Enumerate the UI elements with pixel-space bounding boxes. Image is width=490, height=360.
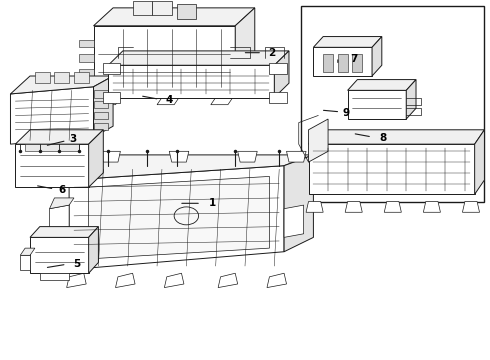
Polygon shape	[309, 130, 485, 144]
Bar	[352, 54, 362, 72]
Polygon shape	[235, 8, 255, 90]
Text: 7: 7	[350, 54, 357, 64]
Polygon shape	[94, 76, 113, 137]
Polygon shape	[35, 72, 49, 83]
Polygon shape	[108, 51, 289, 65]
Polygon shape	[103, 63, 121, 74]
Polygon shape	[314, 47, 372, 76]
Polygon shape	[98, 98, 121, 105]
Polygon shape	[49, 205, 69, 237]
Polygon shape	[463, 202, 480, 212]
Polygon shape	[30, 237, 89, 273]
Polygon shape	[15, 130, 103, 144]
Polygon shape	[89, 176, 270, 259]
Polygon shape	[74, 72, 89, 83]
Bar	[79, 54, 94, 62]
Bar	[79, 40, 94, 47]
Polygon shape	[54, 72, 69, 83]
Bar	[94, 90, 108, 98]
Polygon shape	[238, 151, 257, 162]
Polygon shape	[309, 144, 475, 194]
Polygon shape	[67, 273, 86, 288]
Polygon shape	[152, 1, 171, 15]
Polygon shape	[49, 198, 74, 209]
Polygon shape	[101, 151, 121, 162]
Polygon shape	[69, 166, 284, 270]
Polygon shape	[284, 155, 314, 252]
Polygon shape	[372, 37, 382, 76]
Polygon shape	[69, 155, 314, 180]
Text: 9: 9	[343, 108, 350, 118]
Polygon shape	[10, 87, 94, 144]
Text: 6: 6	[58, 185, 66, 195]
Polygon shape	[384, 202, 401, 212]
Polygon shape	[15, 144, 89, 187]
Text: 4: 4	[166, 95, 173, 105]
Polygon shape	[287, 151, 306, 162]
Polygon shape	[218, 273, 238, 288]
Text: 1: 1	[208, 198, 216, 208]
Polygon shape	[10, 76, 113, 94]
Polygon shape	[89, 226, 98, 273]
Polygon shape	[25, 144, 79, 151]
Bar	[323, 54, 333, 72]
Polygon shape	[270, 63, 287, 74]
Polygon shape	[306, 202, 323, 212]
Polygon shape	[94, 26, 235, 90]
Bar	[94, 112, 108, 119]
Text: 8: 8	[379, 133, 387, 143]
Bar	[94, 123, 108, 130]
Polygon shape	[108, 65, 274, 98]
Polygon shape	[347, 80, 416, 90]
Polygon shape	[274, 51, 289, 98]
Polygon shape	[406, 80, 416, 119]
Polygon shape	[157, 98, 179, 105]
Polygon shape	[314, 37, 382, 47]
Polygon shape	[20, 248, 35, 255]
Polygon shape	[116, 273, 135, 288]
Bar	[338, 54, 347, 72]
Polygon shape	[270, 92, 287, 103]
Polygon shape	[211, 98, 233, 105]
Polygon shape	[164, 273, 184, 288]
Bar	[94, 101, 108, 108]
Polygon shape	[475, 130, 485, 194]
Bar	[79, 69, 94, 76]
Bar	[301, 6, 485, 202]
Polygon shape	[94, 8, 255, 26]
Polygon shape	[347, 90, 406, 119]
Polygon shape	[169, 151, 189, 162]
Polygon shape	[284, 205, 304, 237]
Polygon shape	[309, 119, 328, 162]
Polygon shape	[423, 202, 441, 212]
Polygon shape	[30, 226, 98, 237]
Polygon shape	[345, 202, 362, 212]
Polygon shape	[20, 255, 30, 270]
Text: 2: 2	[269, 48, 276, 58]
Polygon shape	[89, 130, 103, 187]
Text: 3: 3	[69, 134, 76, 144]
Polygon shape	[176, 4, 196, 19]
Polygon shape	[133, 1, 152, 15]
Polygon shape	[40, 273, 69, 280]
Text: 5: 5	[73, 259, 80, 269]
Polygon shape	[103, 92, 121, 103]
Polygon shape	[267, 273, 287, 288]
